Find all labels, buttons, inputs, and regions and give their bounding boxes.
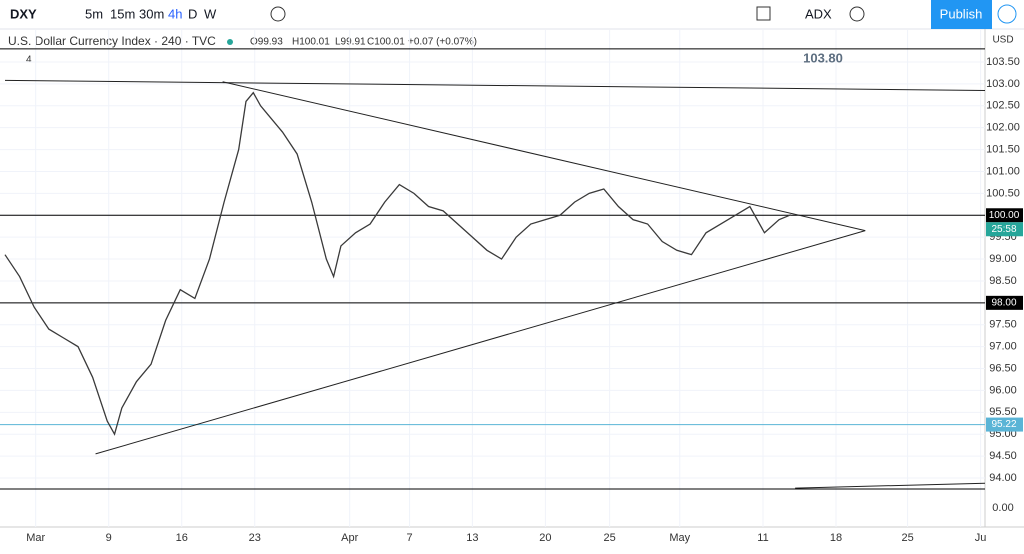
price-tag <box>986 417 1023 432</box>
trend-line <box>222 81 866 232</box>
y-tick-label: 101.50 <box>986 143 1020 155</box>
price-tag <box>986 295 1023 310</box>
toolbar-bg <box>0 0 1024 29</box>
y-tick-label: 97.00 <box>989 341 1017 353</box>
y-tick-label: 103.50 <box>986 56 1020 68</box>
price-line <box>4 91 792 436</box>
y-tick-label: 99.00 <box>989 253 1017 265</box>
interval[interactable]: 15m <box>110 6 135 21</box>
price-tag-label: 98.00 <box>991 297 1016 308</box>
countdown: 25:58 <box>991 224 1016 235</box>
x-tick-label: 25 <box>901 532 913 544</box>
publish-button[interactable] <box>931 0 992 29</box>
play-icon[interactable] <box>997 4 1017 24</box>
interval[interactable]: D <box>188 6 197 21</box>
x-tick-label: May <box>669 532 690 544</box>
square-icon[interactable] <box>756 6 771 21</box>
y-tick-label: 98.50 <box>989 275 1017 287</box>
x-tick-label: 13 <box>466 532 478 544</box>
legend-open: O99.93 <box>250 37 283 48</box>
x-tick-label: 18 <box>830 532 842 544</box>
price-tag <box>986 208 1023 223</box>
y-tick-label: 102.00 <box>986 122 1020 134</box>
x-tick-label: 25 <box>604 532 616 544</box>
toolbar: DXY 5m 15m 30m 4h D W ADX Publish <box>0 0 1024 30</box>
x-tick-label: 11 <box>757 532 768 544</box>
interval[interactable]: 30m <box>139 6 164 21</box>
y-tick-label: 94.00 <box>989 472 1017 484</box>
interval[interactable]: 5m <box>85 6 103 21</box>
volume-tick: 0.00 <box>992 502 1013 514</box>
indicator-count[interactable]: 4 <box>26 55 32 66</box>
x-tick-label: 16 <box>176 532 188 544</box>
x-tick-label: Apr <box>341 532 358 544</box>
x-tick-label: Ju <box>975 532 987 544</box>
y-tick-label: 95.50 <box>989 406 1017 418</box>
interval[interactable]: W <box>204 6 217 21</box>
indicator[interactable]: ADX <box>805 6 832 21</box>
legend-close: C100.01 <box>367 37 405 48</box>
y-tick-label: 96.00 <box>989 384 1017 396</box>
x-tick-label: Mar <box>26 532 45 544</box>
symbol[interactable]: DXY <box>10 6 37 21</box>
trend-line <box>95 230 866 455</box>
x-tick-label: 20 <box>539 532 551 544</box>
add-indicator-icon[interactable] <box>270 6 286 22</box>
level-label: 103.80 <box>803 50 843 65</box>
currency: USD <box>992 35 1013 46</box>
countdown-tag <box>986 222 1023 237</box>
status-dot <box>227 39 233 45</box>
y-tick-label: 97.50 <box>989 319 1017 331</box>
legend-title: U.S. Dollar Currency Index · 240 · TVC <box>8 34 216 48</box>
interval[interactable]: 4h <box>168 6 182 21</box>
y-tick-label: 101.00 <box>986 165 1020 177</box>
y-tick-label: 96.50 <box>989 362 1017 374</box>
y-tick-label: 94.50 <box>989 450 1017 462</box>
trend-line <box>795 482 986 489</box>
x-tick-label: 9 <box>106 532 112 544</box>
legend-low: L99.91 <box>335 37 366 48</box>
price-tag-label: 100.00 <box>989 210 1020 221</box>
trend-line <box>4 79 986 91</box>
price-tag-label: 95.22 <box>991 419 1016 430</box>
x-tick-label: 7 <box>406 532 412 544</box>
legend-high: H100.01 <box>292 37 330 48</box>
publish-label[interactable]: Publish <box>940 6 983 21</box>
y-tick-label: 100.50 <box>986 187 1020 199</box>
legend-change: +0.07 (+0.07%) <box>408 37 477 48</box>
y-tick-label: 102.50 <box>986 100 1020 112</box>
settings-icon[interactable] <box>849 6 865 22</box>
x-tick-label: 23 <box>249 532 261 544</box>
y-tick-label: 103.00 <box>986 78 1020 90</box>
